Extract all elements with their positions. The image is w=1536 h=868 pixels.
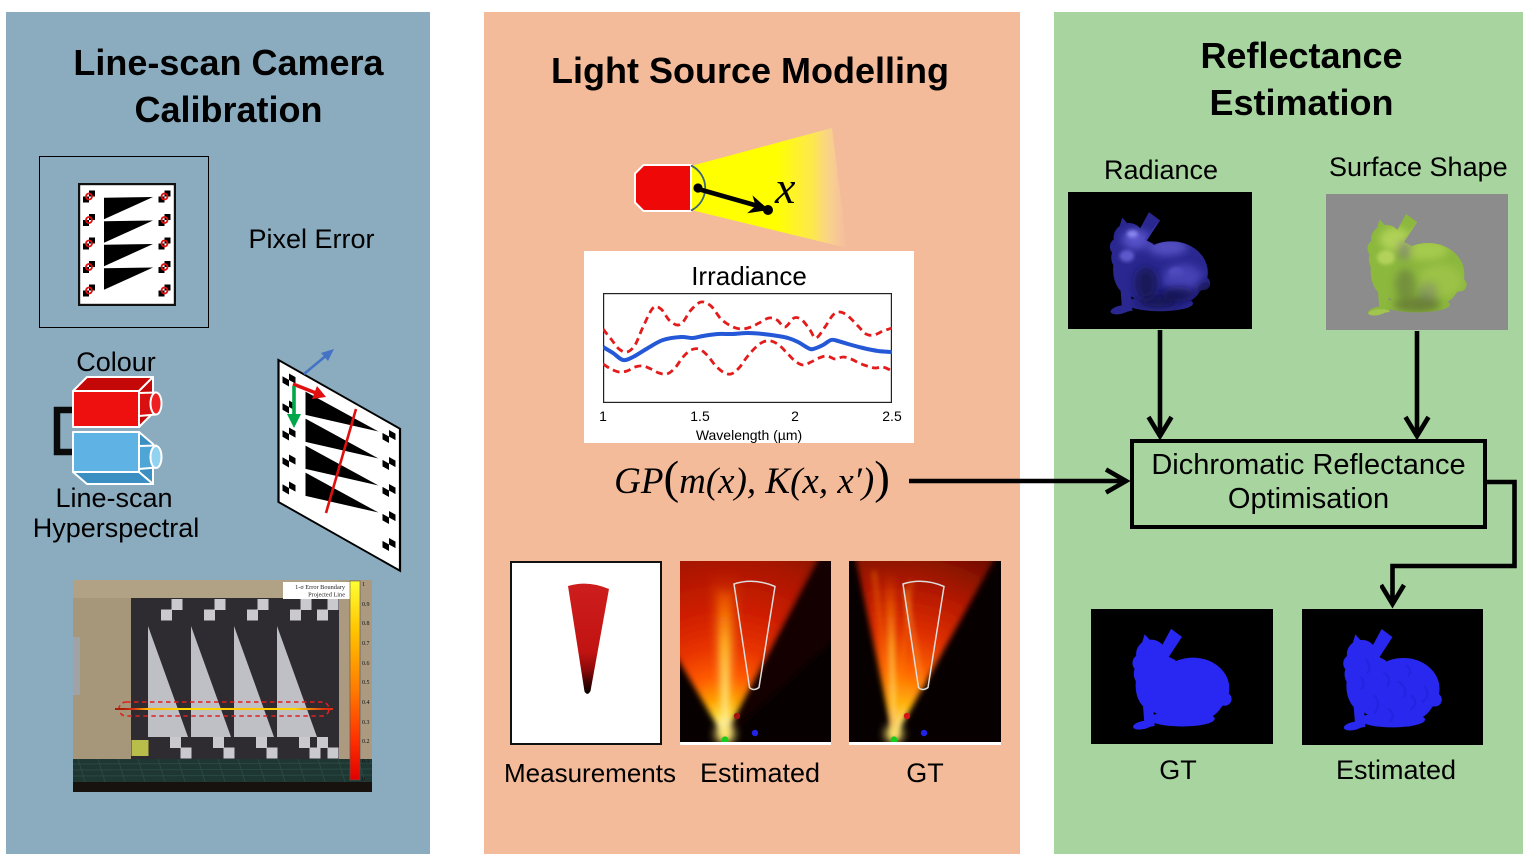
svg-text:0.5: 0.5 [362,680,370,686]
svg-text:0.3: 0.3 [362,720,370,726]
svg-text:x: x [774,162,796,213]
svg-text:0.9: 0.9 [362,602,370,608]
svg-text:1: 1 [362,582,365,588]
svg-text:0.2: 0.2 [362,739,370,745]
svg-text:0.6: 0.6 [362,661,370,667]
svg-text:0.4: 0.4 [362,700,370,706]
svg-text:0.1: 0.1 [362,759,370,765]
svg-text:Projected Line: Projected Line [308,592,345,599]
svg-text:1-σ Error Boundary: 1-σ Error Boundary [295,584,346,591]
svg-text:0.8: 0.8 [362,621,370,627]
svg-text:0: 0 [362,777,365,783]
svg-text:0.7: 0.7 [362,641,370,647]
